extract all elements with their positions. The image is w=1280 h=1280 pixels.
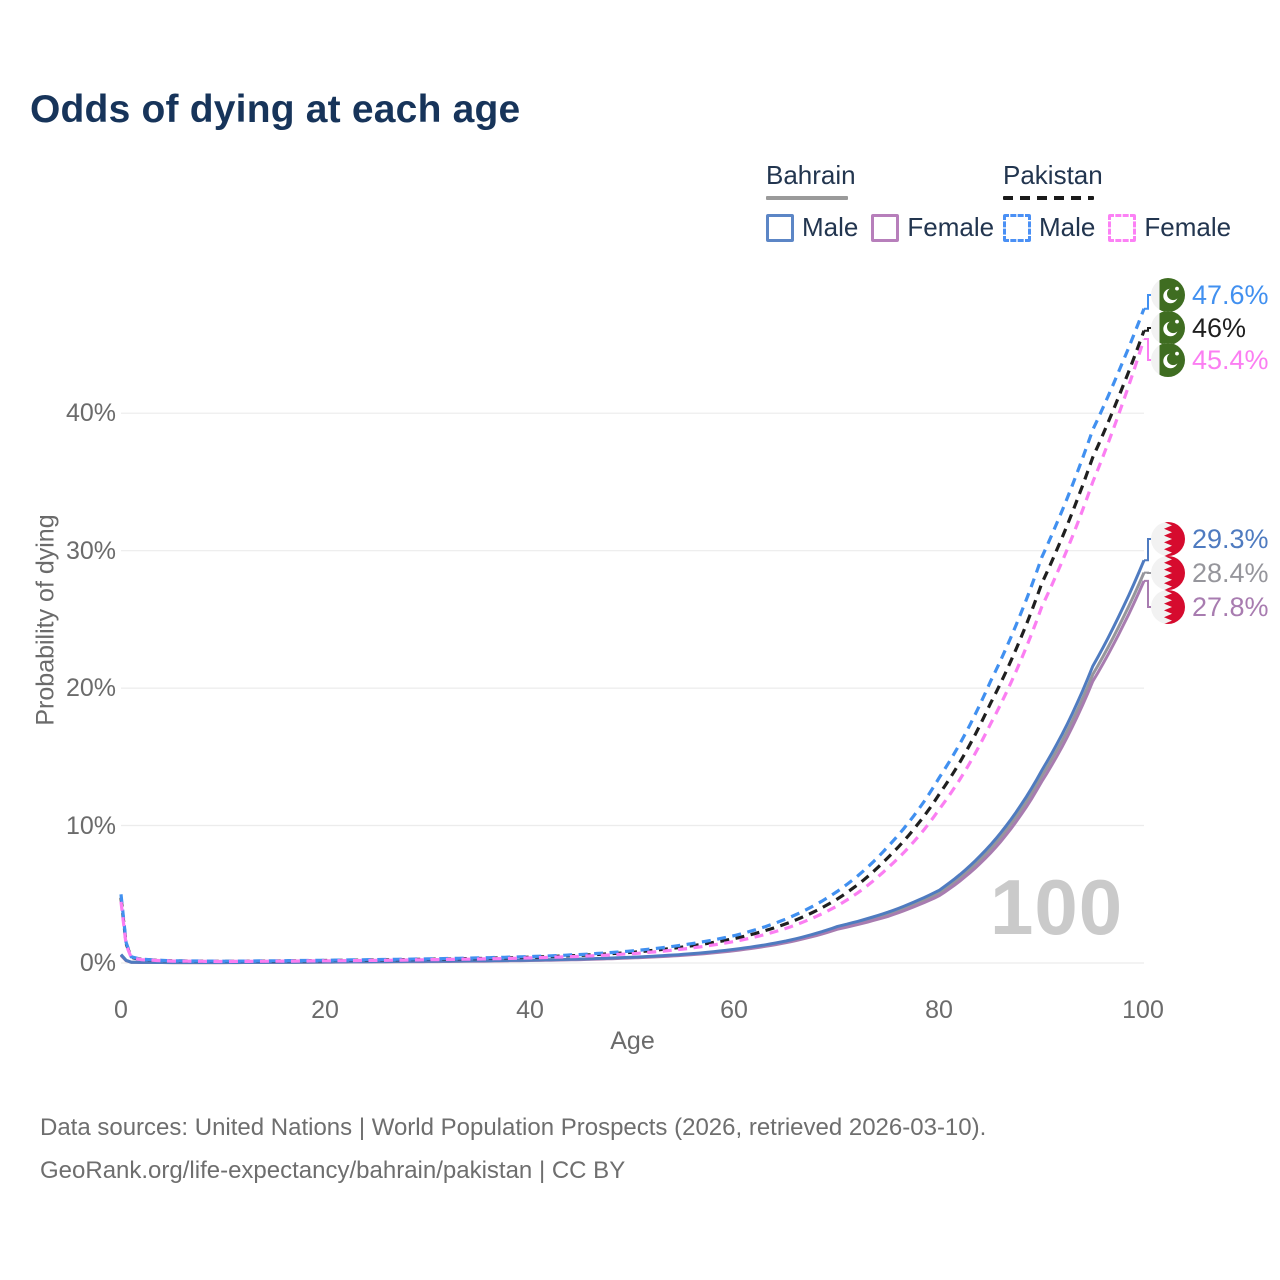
line-pakistan-female[interactable] [119, 338, 1146, 964]
end-label-bahrain-both: 28.4% [1151, 556, 1269, 590]
legend-country-pakistan: Pakistan [1003, 160, 1231, 200]
label-connector-pakistan-male [1144, 294, 1151, 310]
legend-group-pakistan: Pakistan Male Female [1003, 160, 1231, 243]
x-tick-100: 100 [1122, 996, 1164, 1024]
legend-item-label: Female [1144, 212, 1232, 242]
data-sources-line: Data sources: United Nations | World Pop… [40, 1114, 987, 1141]
y-tick-30: 30% [65, 537, 116, 565]
bahrain-female-checkbox[interactable] [871, 213, 900, 242]
y-tick-40: 40% [65, 399, 116, 427]
x-tick-0: 0 [114, 996, 128, 1024]
x-tick-60: 60 [720, 996, 748, 1024]
end-value: 46% [1192, 312, 1247, 343]
legend-item-bahrain-male[interactable]: Male [766, 212, 858, 243]
end-value: 45.4% [1192, 344, 1269, 375]
bahrain-male-checkbox[interactable] [766, 213, 794, 242]
y-tick-0: 0% [79, 949, 116, 977]
legend-country-label: Bahrain [766, 160, 856, 190]
footer: Data sources: United Nations | World Pop… [40, 1106, 986, 1192]
pakistan-male-checkbox[interactable] [1003, 213, 1031, 242]
x-tick-20: 20 [311, 996, 339, 1024]
y-tick-20: 20% [65, 674, 116, 702]
y-axis-title: Probability of dying [31, 514, 60, 726]
page-title: Odds of dying at each age [30, 88, 521, 131]
x-axis-title: Age [610, 1027, 655, 1055]
end-label-bahrain-female: 27.8% [1151, 590, 1269, 624]
y-tick-10: 10% [65, 812, 116, 840]
legend-item-label: Female [907, 212, 995, 242]
label-connector-bahrain-male [1144, 538, 1151, 562]
hover-age-indicator: 100 [990, 863, 1124, 951]
legend-item-bahrain-female[interactable]: Female [871, 212, 994, 243]
legend-country-bahrain: Bahrain [766, 160, 994, 200]
end-label-pakistan-female: 45.4% [1151, 343, 1269, 377]
bahrain-flag-icon [1151, 556, 1185, 590]
legend-item-label: Male [1039, 212, 1096, 242]
legend-item-pakistan-male[interactable]: Male [1003, 212, 1095, 243]
bahrain-solid-line-swatch [766, 196, 848, 200]
x-tick-80: 80 [925, 996, 953, 1024]
bahrain-flag-icon [1151, 590, 1185, 624]
legend-country-label: Pakistan [1003, 160, 1103, 190]
label-connector-pakistan-female [1144, 338, 1151, 361]
bahrain-flag-icon [1151, 522, 1185, 556]
pakistan-flag-icon [1151, 343, 1185, 377]
end-value: 29.3% [1192, 523, 1269, 554]
legend-group-bahrain: Bahrain Male Female [766, 160, 994, 243]
end-value: 27.8% [1192, 591, 1269, 622]
end-label-bahrain-male: 29.3% [1151, 522, 1269, 556]
label-connector-pakistan-both [1144, 327, 1151, 332]
pakistan-female-checkbox[interactable] [1108, 213, 1137, 242]
pakistan-flag-icon [1151, 311, 1185, 345]
end-value: 47.6% [1192, 279, 1269, 310]
legend-item-label: Male [802, 212, 859, 242]
label-connector-bahrain-female [1144, 579, 1151, 608]
end-label-pakistan-both: 46% [1151, 311, 1246, 345]
pakistan-dashed-line-swatch [1003, 196, 1094, 200]
pakistan-flag-icon [1151, 278, 1185, 312]
end-label-pakistan-male: 47.6% [1151, 278, 1269, 312]
x-tick-40: 40 [516, 996, 544, 1024]
attribution-line: GeoRank.org/life-expectancy/bahrain/paki… [40, 1157, 626, 1184]
legend-item-pakistan-female[interactable]: Female [1108, 212, 1231, 243]
end-value: 28.4% [1192, 557, 1269, 588]
